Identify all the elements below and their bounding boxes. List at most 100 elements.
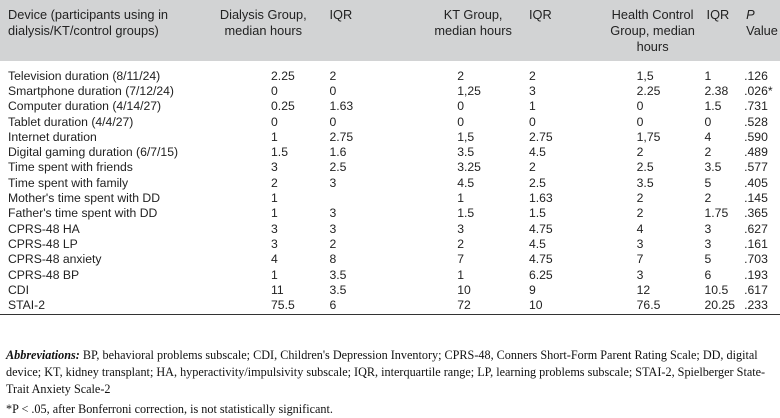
dialysis-median: 1 [271,206,278,221]
header-text: Value [746,23,778,38]
header-text: Dialysis Group, [219,7,307,22]
control-iqr: 10.5 [704,282,729,297]
header-text: IQR [329,7,353,22]
dialysis-median: 0 [271,114,278,129]
kt-iqr: 4.75 [528,221,553,236]
control-iqr: 1.5 [704,99,722,114]
kt-median: 4.5 [457,175,475,190]
control-median: 2 [636,145,644,160]
control-median: 2.25 [636,83,661,98]
kt-iqr: 1.5 [528,206,546,221]
dialysis-median: 0 [271,83,278,98]
dialysis-iqr: 6 [327,297,420,315]
p-value: .026* [744,83,773,98]
table-row: Tablet duration (4/4/27) 0 0 0 0 0 0 .528 [0,114,780,129]
kt-median: 1 [457,191,464,206]
row-label: Tablet duration (4/4/27) [8,114,134,129]
control-iqr: 5 [704,175,712,190]
kt-iqr: 3 [528,83,536,98]
kt-iqr: 9 [528,282,536,297]
header-text: P [746,7,755,22]
kt-median: 3.5 [457,145,475,160]
control-median: 12 [636,282,651,297]
dialysis-iqr: 1.63 [329,99,354,114]
dialysis-iqr: 0 [329,83,337,98]
kt-iqr: 4.75 [528,252,553,267]
header-text: median hours [224,23,303,38]
kt-iqr: 10 [526,297,601,315]
table-row: Father's time spent with DD 1 3 1.5 1.5 2 1.75… [0,206,780,221]
p-value: .577 [744,160,768,175]
p-value: .731 [744,99,768,114]
dialysis-iqr: 3.5 [329,267,347,282]
table-row: CPRS-48 HA 3 3 3 4.75 4 3 .627 [0,221,780,236]
control-median: 4 [636,221,644,236]
table-header-row: Device (participants using in dialysis/KT… [0,0,780,61]
p-value: .365 [744,206,768,221]
table-row: Internet duration 1 2.75 1,5 2.75 1,75 4 .590 [0,129,780,144]
control-median: 3.5 [636,175,654,190]
control-median: 3 [636,267,644,282]
control-iqr: 6 [704,267,712,282]
table-row: CPRS-48 anxiety 4 8 7 4.75 7 5 .703 [0,252,780,267]
table-row: Smartphone duration (7/12/24) 0 0 1,25 3 2.25… [0,83,780,98]
row-label: CPRS-48 anxiety [8,252,102,267]
kt-median: 3.25 [457,160,481,175]
row-label: CDI [8,282,29,297]
dialysis-median: 3 [271,236,278,251]
p-value: .703 [744,252,768,267]
row-label: Television duration (8/11/24) [8,68,161,83]
dialysis-median: 4 [271,252,278,267]
kt-median: 0 [457,114,464,129]
row-label: Mother's time spent with DD [8,191,161,206]
dialysis-iqr: 2 [329,236,337,251]
header-text: IQR [706,7,730,22]
dialysis-iqr: 3 [329,221,337,236]
dialysis-iqr: 1.6 [329,145,347,160]
header-control-iqr: IQR [704,0,745,61]
control-iqr: 4 [704,129,712,144]
footnote: *P < .05, after Bonferroni correction, i… [6,402,333,416]
kt-iqr: 4.5 [528,236,546,251]
control-median: 2 [636,191,644,206]
kt-iqr: 2.5 [528,175,546,190]
dialysis-median: 75.5 [199,297,328,315]
p-value: .405 [744,175,768,190]
row-label: CPRS-48 LP [8,236,78,251]
table-row: Television duration (8/11/24) 2.25 2 2 2 1,5 1… [0,61,780,83]
control-iqr: 0 [704,114,712,129]
p-value: .126 [744,68,768,83]
control-iqr: 2.38 [704,83,729,98]
dialysis-iqr: 0 [329,114,337,129]
header-p-value: P Value [744,0,780,61]
dialysis-median: 1 [271,191,278,206]
p-value: .233 [744,297,780,315]
control-median: 1,5 [636,68,654,83]
table-notes: Abbreviations: BP, behavioral problems s… [6,347,776,418]
control-median: 3 [636,236,644,251]
kt-median: 2 [457,68,464,83]
results-table: Device (participants using in dialysis/KT… [0,0,780,315]
dialysis-median: 2 [271,175,278,190]
row-label: Smartphone duration (7/12/24) [8,83,174,98]
header-dialysis-iqr: IQR [327,0,420,61]
control-iqr: 3.5 [704,160,722,175]
kt-iqr: 4.5 [528,145,546,160]
row-label: Computer duration (4/14/27) [8,99,162,114]
control-iqr: 2 [704,191,712,206]
kt-median: 10 [457,282,471,297]
control-median: 0 [636,114,644,129]
header-kt-median: KT Group, median hours [419,0,527,61]
header-text: IQR [528,7,552,22]
control-iqr: 2 [704,145,712,160]
control-iqr: 1.75 [704,206,729,221]
header-text: median hours [434,23,512,38]
dialysis-median: 0.25 [271,99,295,114]
row-label: Digital gaming duration (6/7/15) [8,145,179,160]
kt-median: 7 [457,252,464,267]
dialysis-median: 11 [271,282,284,297]
kt-iqr: 0 [528,114,536,129]
control-iqr: 20.25 [704,297,745,315]
kt-median: 3 [457,221,464,236]
